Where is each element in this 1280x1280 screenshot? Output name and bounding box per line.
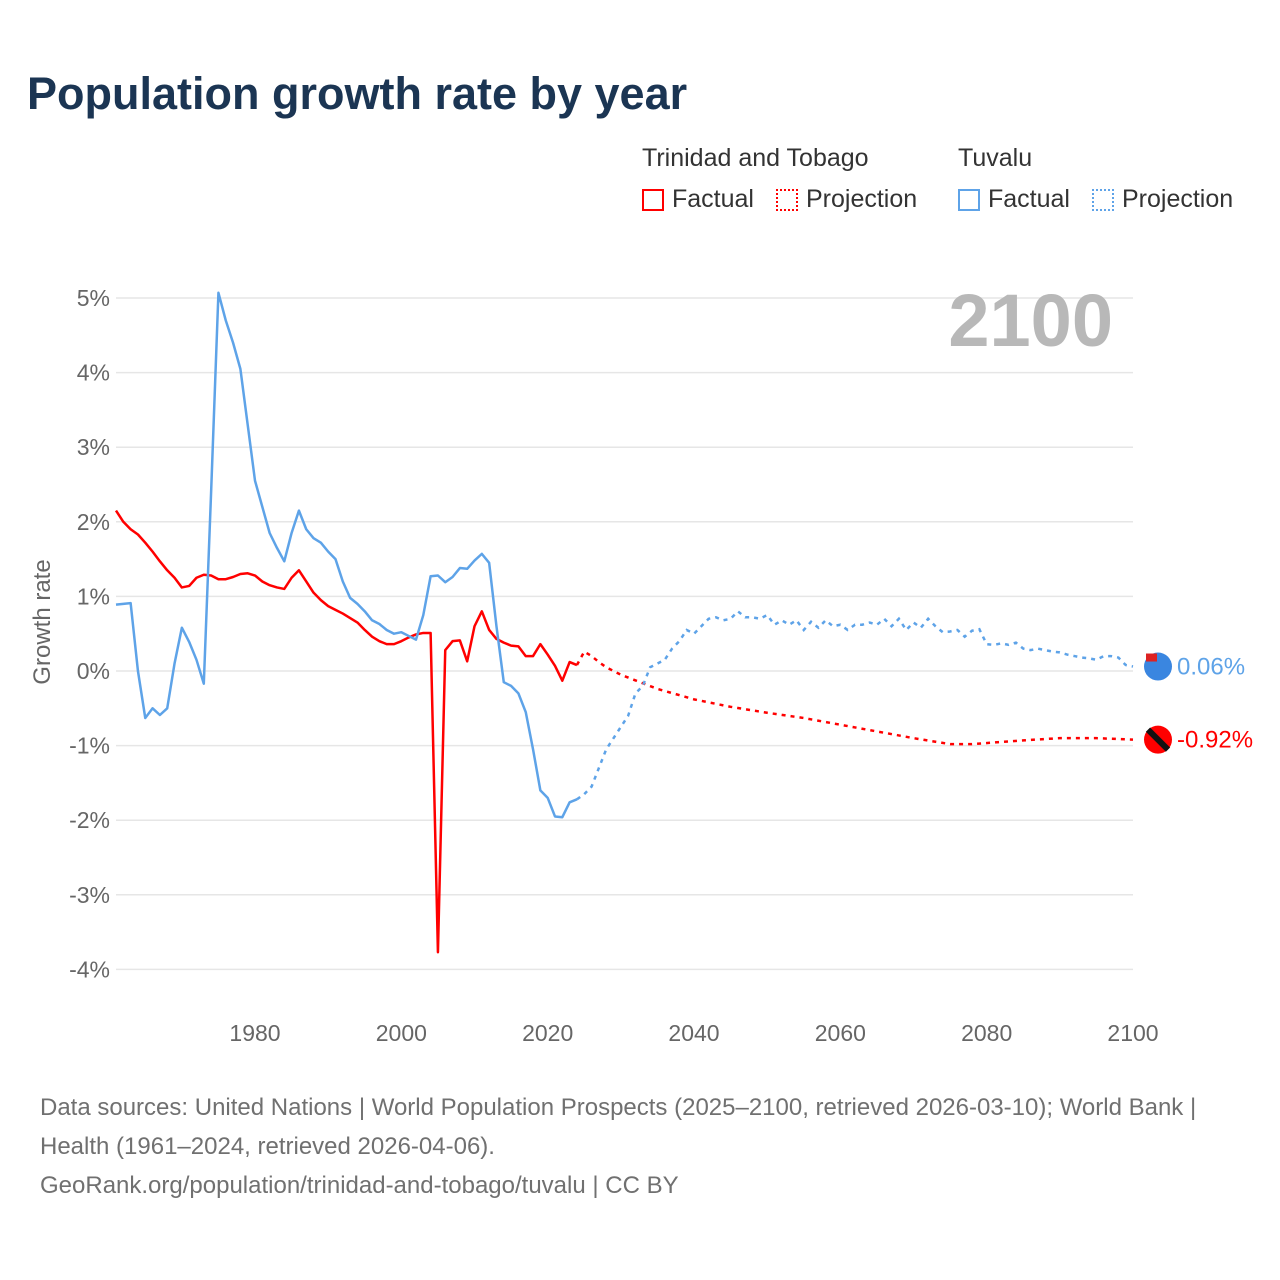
- tuvalu-end-label: 0.06%: [1177, 654, 1245, 681]
- y-tick-label: 4%: [77, 360, 110, 386]
- y-tick-label: -3%: [69, 882, 110, 908]
- legend-label: Projection: [806, 185, 918, 213]
- x-tick-label: 2100: [1107, 1020, 1158, 1046]
- trinidad-end-label: -0.92%: [1177, 727, 1253, 754]
- chart-title: Population growth rate by year: [27, 68, 688, 119]
- data-sources: Data sources: United Nations | World Pop…: [40, 1094, 1197, 1160]
- flag-canton: [1146, 653, 1157, 662]
- legend-trinidad-factual[interactable]: Factual: [642, 185, 754, 214]
- y-tick-label: 2%: [77, 509, 110, 535]
- trinidad-factual-line: [114, 509, 578, 954]
- solid-swatch-icon: [958, 188, 980, 211]
- x-tick-label: 2020: [522, 1020, 573, 1046]
- legend-tuvalu-factual[interactable]: Factual: [958, 185, 1070, 214]
- flag-stripe: [1145, 727, 1171, 752]
- x-tick-label: 1980: [229, 1020, 280, 1046]
- trinidad-projection-line: [575, 649, 1134, 746]
- legend-group-trinidad: Trinidad and Tobago: [642, 144, 869, 172]
- dotted-swatch-icon: [1092, 188, 1114, 211]
- footer: Data sources: United Nations | World Pop…: [40, 1088, 1240, 1205]
- y-tick-label: -2%: [69, 807, 110, 833]
- x-tick-label: 2080: [961, 1020, 1012, 1046]
- y-tick-label: 3%: [77, 434, 110, 460]
- x-tick-label: 2060: [815, 1020, 866, 1046]
- x-tick-label: 2000: [376, 1020, 427, 1046]
- current-year-display: 2100: [948, 279, 1113, 362]
- legend-label: Factual: [672, 185, 754, 213]
- y-tick-label: -1%: [69, 733, 110, 759]
- legend-label: Projection: [1122, 185, 1234, 213]
- y-tick-label: -4%: [69, 956, 110, 982]
- y-axis-label: Growth rate: [29, 559, 56, 684]
- legend-tuvalu-projection[interactable]: Projection: [1092, 185, 1233, 214]
- x-tick-label: 2040: [668, 1020, 719, 1046]
- y-tick-label: 5%: [77, 285, 110, 311]
- dotted-swatch-icon: [776, 188, 798, 211]
- y-tick-label: 0%: [77, 658, 110, 684]
- legend-label: Factual: [988, 185, 1070, 213]
- legend-group-tuvalu: Tuvalu: [958, 144, 1033, 172]
- tuvalu-projection-line: [576, 609, 1134, 801]
- tuvalu-factual-line: [115, 291, 578, 819]
- solid-swatch-icon: [642, 188, 664, 211]
- y-tick-label: 1%: [77, 583, 110, 609]
- source-url[interactable]: GeoRank.org/population/trinidad-and-toba…: [40, 1172, 679, 1199]
- legend-trinidad-projection[interactable]: Projection: [776, 185, 917, 214]
